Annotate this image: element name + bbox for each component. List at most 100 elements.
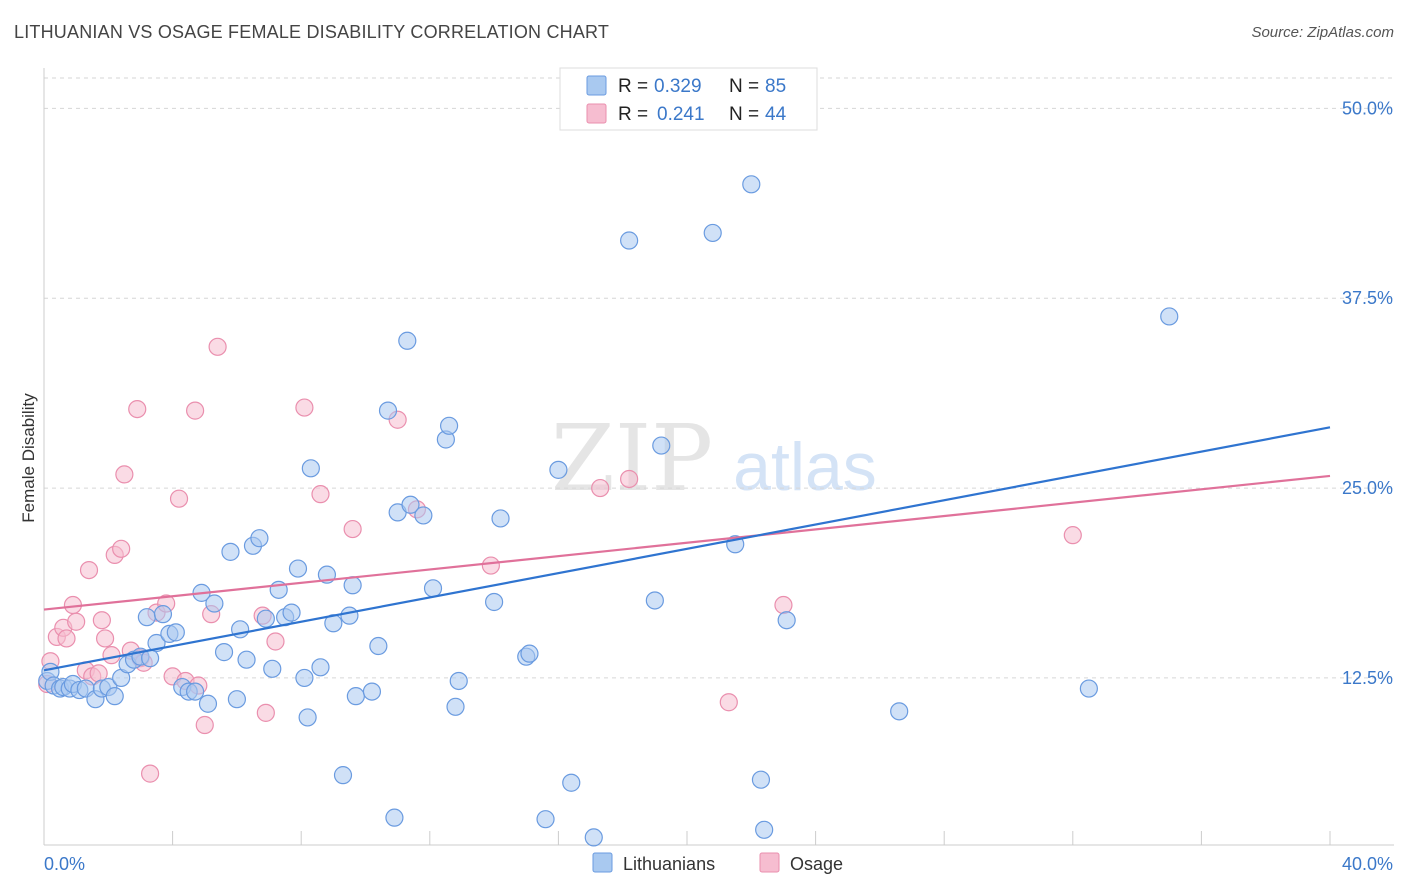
osage-point (102, 646, 121, 665)
lithuanian-point (263, 659, 282, 678)
lithuanian-point (536, 810, 555, 829)
lithuanian-point (385, 808, 404, 827)
osage-point (591, 478, 610, 498)
legend-r-label: R = (618, 76, 648, 97)
x-tick-label: 0.0% (44, 854, 85, 874)
lithuanian-point (205, 594, 224, 613)
watermark-zip: ZIP (551, 405, 713, 512)
lithuanian-point (398, 331, 417, 350)
lithuanian-point (153, 605, 173, 624)
osage-point (95, 629, 115, 648)
lithuanian-point (751, 770, 771, 789)
y-tick-label: 12.5% (1342, 668, 1393, 688)
source-label: Source: ZipAtlas.com (1251, 24, 1394, 41)
lithuanian-point (549, 460, 568, 479)
lithuanian-point (221, 542, 240, 561)
osage-point (115, 465, 134, 484)
osage-point (79, 560, 99, 580)
lithuanian-point (645, 591, 664, 610)
lithuanian-point (137, 608, 156, 627)
osage-point (343, 519, 362, 539)
lithuanian-point (1079, 679, 1098, 698)
lithuanian-point (755, 820, 774, 839)
osage-point (774, 595, 793, 615)
osage-point (311, 485, 330, 504)
legend-n-label: N = (729, 104, 759, 125)
watermark-atlas: atlas (733, 429, 877, 505)
lithuanian-point (166, 623, 185, 642)
y-axis-label: Female Disability (19, 393, 38, 523)
lithuanian-point (890, 702, 909, 721)
lithuanian-point (346, 687, 365, 706)
legend-r-value: 0.241 (657, 104, 705, 125)
osage-point (208, 337, 227, 356)
lithuanian-point (227, 690, 246, 709)
lithuanian-point (198, 694, 218, 713)
lithuanian-point (214, 643, 234, 662)
lithuanian-point (298, 708, 317, 727)
legend: R = 0.329 N = 85 R = 0.241 N = 44 (559, 67, 818, 131)
lithuanian-point (250, 529, 269, 548)
bottom-legend-swatch-osage (759, 852, 780, 873)
watermark: ZIP atlas (551, 405, 877, 512)
lithuanian-point (288, 559, 308, 578)
lithuanian-point (562, 773, 581, 792)
bottom-legend-lithuanians: Lithuanians (623, 854, 715, 874)
y-tick-label: 25.0% (1342, 478, 1393, 498)
lithuanian-point (620, 231, 639, 250)
osage-point (256, 703, 275, 722)
lithuanian-point (401, 495, 420, 514)
axes (43, 68, 1394, 846)
osage-point (169, 489, 189, 508)
y-tick-label: 50.0% (1342, 98, 1393, 118)
osage-point (112, 539, 131, 558)
lithuanian-point (282, 603, 301, 622)
lithuanian-point (485, 592, 504, 612)
lithuanian-points (38, 175, 1179, 847)
lithuanian-point (1160, 307, 1179, 326)
lithuanian-point (295, 668, 314, 688)
lithuanian-point (446, 697, 465, 716)
lithuanian-point (311, 658, 330, 677)
lithuanian-point (256, 609, 275, 628)
lithuanian-point (742, 175, 761, 194)
osage-point (719, 693, 738, 712)
osage-point (1063, 526, 1082, 545)
lithuanian-point (186, 682, 205, 701)
osage-point (128, 400, 147, 419)
bottom-legend-swatch-lithuanians (592, 852, 613, 873)
lithuanian-point (584, 828, 603, 847)
osage-point (186, 401, 205, 420)
lithuanian-point (449, 671, 468, 691)
lithuanian-point (301, 459, 320, 478)
osage-point (266, 632, 285, 651)
osage-point (620, 469, 639, 489)
osage-point (92, 611, 111, 630)
lithuanian-point (414, 506, 433, 525)
osage-point (195, 715, 214, 735)
osage-point (67, 612, 86, 631)
osage-point (481, 556, 500, 575)
legend-swatch-osage (586, 103, 607, 124)
lithuanian-point (652, 436, 671, 455)
lithuanian-point (237, 650, 256, 669)
lithuanian-point (105, 687, 124, 706)
lithuanian-point (369, 636, 388, 656)
lithuanian-point (439, 416, 459, 435)
lithuanian-point (333, 766, 353, 785)
lithuanian-point (378, 401, 398, 420)
lithuanian-point (340, 606, 359, 625)
trend-lines (43, 426, 1331, 672)
osage-point (295, 398, 314, 417)
y-tick-label: 37.5% (1342, 288, 1393, 308)
legend-n-label: N = (729, 76, 759, 97)
lithuanian-point (491, 509, 510, 528)
osage-point (57, 629, 76, 648)
lithuanian-trend-line (43, 426, 1331, 672)
legend-swatch-lithuanians (586, 75, 607, 96)
lithuanian-point (777, 611, 796, 630)
osage-trend-line (43, 474, 1331, 611)
lithuanian-point (362, 682, 382, 701)
bottom-legend: Lithuanians Osage (592, 852, 843, 874)
